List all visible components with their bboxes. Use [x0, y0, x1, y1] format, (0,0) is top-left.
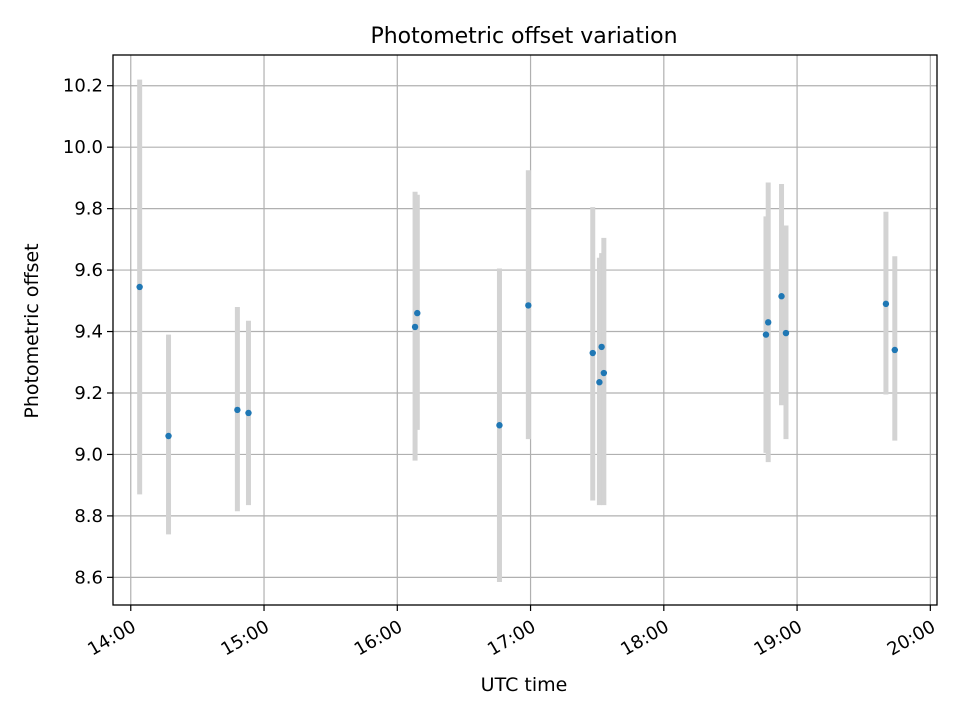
y-tick-label: 9.6: [74, 260, 103, 281]
y-axis-label: Photometric offset: [21, 243, 43, 418]
data-point: [589, 349, 596, 357]
data-point: [414, 309, 421, 317]
data-point: [782, 329, 790, 337]
data-point: [245, 409, 252, 417]
y-axis-ticks: 8.6 8.8 9.0 9.2 9.4 9.6 9.8 10.0 10.2: [63, 76, 113, 588]
y-tick-label: 9.2: [74, 383, 103, 404]
data-point: [598, 343, 605, 351]
x-tick-label: 14:00: [84, 616, 139, 660]
y-tick-label: 9.0: [74, 444, 103, 465]
x-tick-label: 16:00: [351, 616, 406, 660]
data-point: [136, 283, 143, 291]
chart-title: Photometric offset variation: [370, 24, 677, 49]
y-tick-label: 10.0: [63, 137, 103, 158]
data-point: [765, 319, 772, 326]
x-tick-label: 19:00: [751, 616, 806, 660]
data-point: [411, 323, 419, 331]
data-point: [165, 432, 172, 440]
error-bars: [137, 79, 898, 582]
x-tick-label: 17:00: [484, 616, 539, 660]
data-point: [234, 406, 241, 414]
x-axis-ticks: 14:00 15:00 16:00 17:00 18:00 19:00 20:00: [84, 605, 939, 660]
data-point: [496, 422, 503, 429]
data-point: [525, 302, 532, 309]
y-tick-label: 8.8: [74, 506, 103, 527]
data-point: [778, 293, 785, 300]
x-tick-label: 20:00: [884, 616, 939, 660]
data-points: [136, 283, 899, 440]
plot-frame: [112, 54, 938, 606]
y-tick-label: 10.2: [63, 76, 103, 97]
x-tick-label: 18:00: [617, 616, 672, 660]
data-point: [882, 300, 890, 308]
data-point: [762, 331, 770, 338]
x-tick-label: 15:00: [218, 616, 273, 660]
data-point: [600, 369, 608, 377]
data-point: [891, 346, 899, 354]
y-tick-label: 9.4: [74, 322, 103, 343]
data-point: [596, 379, 603, 386]
y-tick-label: 9.8: [74, 199, 103, 220]
x-axis-label: UTC time: [481, 674, 568, 696]
y-tick-label: 8.6: [74, 567, 103, 588]
